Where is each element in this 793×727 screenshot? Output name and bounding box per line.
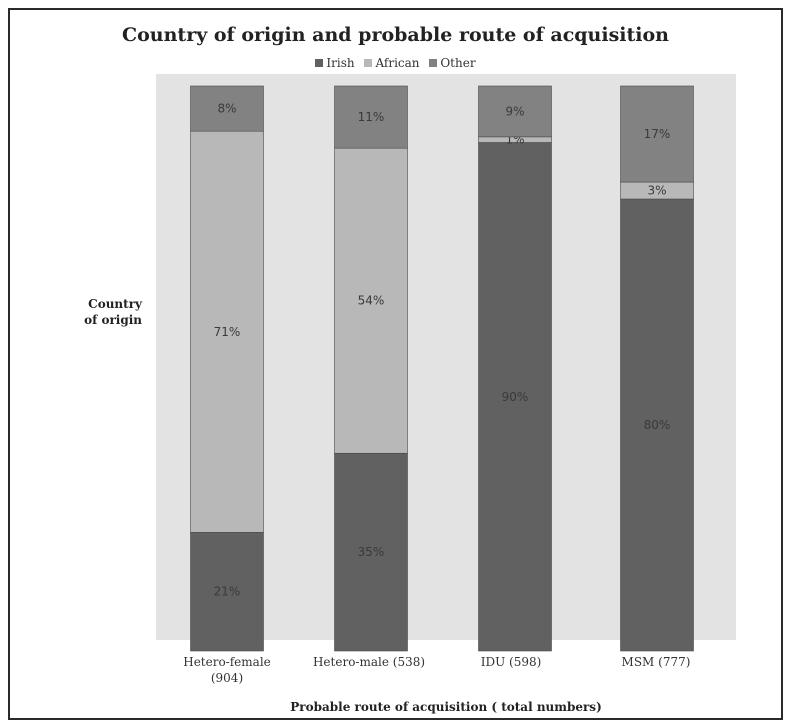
x-tick-hetero-female: Hetero-female (904) bbox=[157, 654, 297, 686]
x-tick-idu-line-1: IDU (598) bbox=[480, 655, 542, 669]
x-tick-hetero-male: Hetero-male (538) bbox=[299, 654, 439, 670]
legend-item-irish: Irish bbox=[315, 56, 355, 70]
x-tick-hetero-female-line-1: Hetero-female bbox=[183, 655, 271, 669]
legend-label-other: Other bbox=[440, 56, 476, 70]
legend-item-other: Other bbox=[429, 56, 476, 70]
legend-swatch-african bbox=[364, 59, 373, 67]
x-tick-idu: IDU (598) bbox=[441, 654, 581, 670]
bar-hetero-male-other bbox=[334, 85, 408, 149]
y-axis-label-line-1: Country bbox=[88, 297, 142, 311]
bar-hetero-female-other bbox=[190, 85, 264, 132]
bar-msm-other bbox=[620, 85, 694, 183]
data-label-msm-irish: 80% bbox=[644, 418, 671, 432]
x-tick-msm: MSM (777) bbox=[586, 654, 726, 670]
chart-legend: Irish African Other bbox=[10, 56, 781, 70]
legend-label-african: African bbox=[375, 56, 420, 70]
data-label-hetero-male-other: 11% bbox=[358, 110, 385, 124]
data-label-hetero-female-other: 8% bbox=[217, 102, 236, 116]
bar-hetero-female-irish bbox=[190, 532, 264, 652]
x-tick-hetero-male-line-1: Hetero-male (538) bbox=[312, 655, 426, 669]
y-axis-label: Country of origin bbox=[62, 296, 142, 328]
legend-label-irish: Irish bbox=[326, 56, 355, 70]
chart-title: Country of origin and probable route of … bbox=[122, 24, 669, 46]
x-tick-msm-line-1: MSM (777) bbox=[621, 655, 691, 669]
legend-swatch-other bbox=[429, 59, 438, 67]
data-label-hetero-female-irish: 21% bbox=[214, 585, 241, 599]
data-label-hetero-female-african: 71% bbox=[214, 325, 241, 339]
bar-idu-irish bbox=[478, 142, 552, 652]
data-label-idu-other: 9% bbox=[505, 104, 524, 118]
data-label-msm-african: 3% bbox=[647, 184, 666, 198]
data-label-hetero-male-african: 54% bbox=[358, 294, 385, 308]
x-tick-hetero-female-line-2: (904) bbox=[210, 671, 244, 685]
legend-item-african: African bbox=[364, 56, 420, 70]
bar-hetero-female-african bbox=[190, 130, 264, 533]
data-label-idu-irish: 90% bbox=[502, 390, 529, 404]
legend-swatch-irish bbox=[315, 59, 324, 67]
data-label-msm-other: 17% bbox=[644, 127, 671, 141]
bar-hetero-male-irish bbox=[334, 452, 408, 652]
bar-hetero-male-african bbox=[334, 147, 408, 454]
x-axis-title: Probable route of acquisition ( total nu… bbox=[290, 700, 602, 714]
bar-idu-other bbox=[478, 85, 552, 138]
data-label-hetero-male-irish: 35% bbox=[358, 545, 385, 559]
y-axis-label-line-2: of origin bbox=[84, 313, 142, 327]
